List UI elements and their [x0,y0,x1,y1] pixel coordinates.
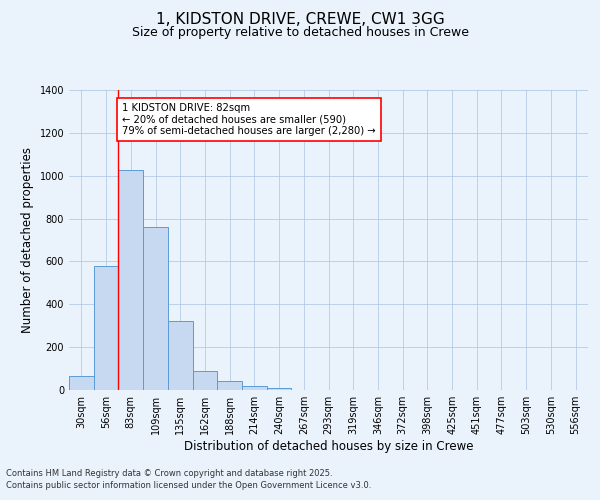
Bar [267,388,292,390]
Bar [168,322,193,390]
Bar [242,386,267,390]
Text: 1 KIDSTON DRIVE: 82sqm
← 20% of detached houses are smaller (590)
79% of semi-de: 1 KIDSTON DRIVE: 82sqm ← 20% of detached… [122,103,376,136]
Bar [143,227,168,390]
Text: Contains HM Land Registry data © Crown copyright and database right 2025.: Contains HM Land Registry data © Crown c… [6,468,332,477]
Bar [118,170,143,390]
Y-axis label: Number of detached properties: Number of detached properties [21,147,34,333]
Text: Size of property relative to detached houses in Crewe: Size of property relative to detached ho… [131,26,469,39]
X-axis label: Distribution of detached houses by size in Crewe: Distribution of detached houses by size … [184,440,473,453]
Bar [94,266,118,390]
Bar [193,371,217,390]
Bar [217,382,242,390]
Bar [69,376,94,390]
Text: Contains public sector information licensed under the Open Government Licence v3: Contains public sector information licen… [6,481,371,490]
Text: 1, KIDSTON DRIVE, CREWE, CW1 3GG: 1, KIDSTON DRIVE, CREWE, CW1 3GG [155,12,445,28]
